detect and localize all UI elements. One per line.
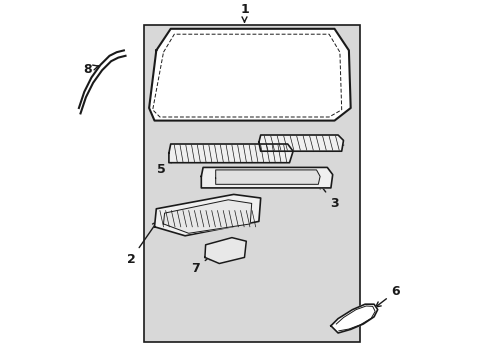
- Text: 3: 3: [319, 184, 338, 210]
- Polygon shape: [168, 144, 292, 163]
- Polygon shape: [149, 29, 350, 121]
- Text: 7: 7: [191, 255, 212, 275]
- Polygon shape: [330, 304, 377, 333]
- Polygon shape: [204, 238, 246, 264]
- Text: 2: 2: [126, 221, 157, 266]
- Text: 5: 5: [157, 157, 180, 176]
- Polygon shape: [154, 194, 260, 236]
- Polygon shape: [215, 170, 320, 184]
- Bar: [143, 25, 359, 342]
- Text: 8: 8: [83, 63, 98, 76]
- Text: 6: 6: [375, 285, 399, 307]
- Text: 1: 1: [240, 3, 248, 22]
- Polygon shape: [258, 135, 343, 151]
- Polygon shape: [163, 200, 251, 233]
- Text: 4: 4: [313, 138, 344, 150]
- Polygon shape: [201, 167, 332, 188]
